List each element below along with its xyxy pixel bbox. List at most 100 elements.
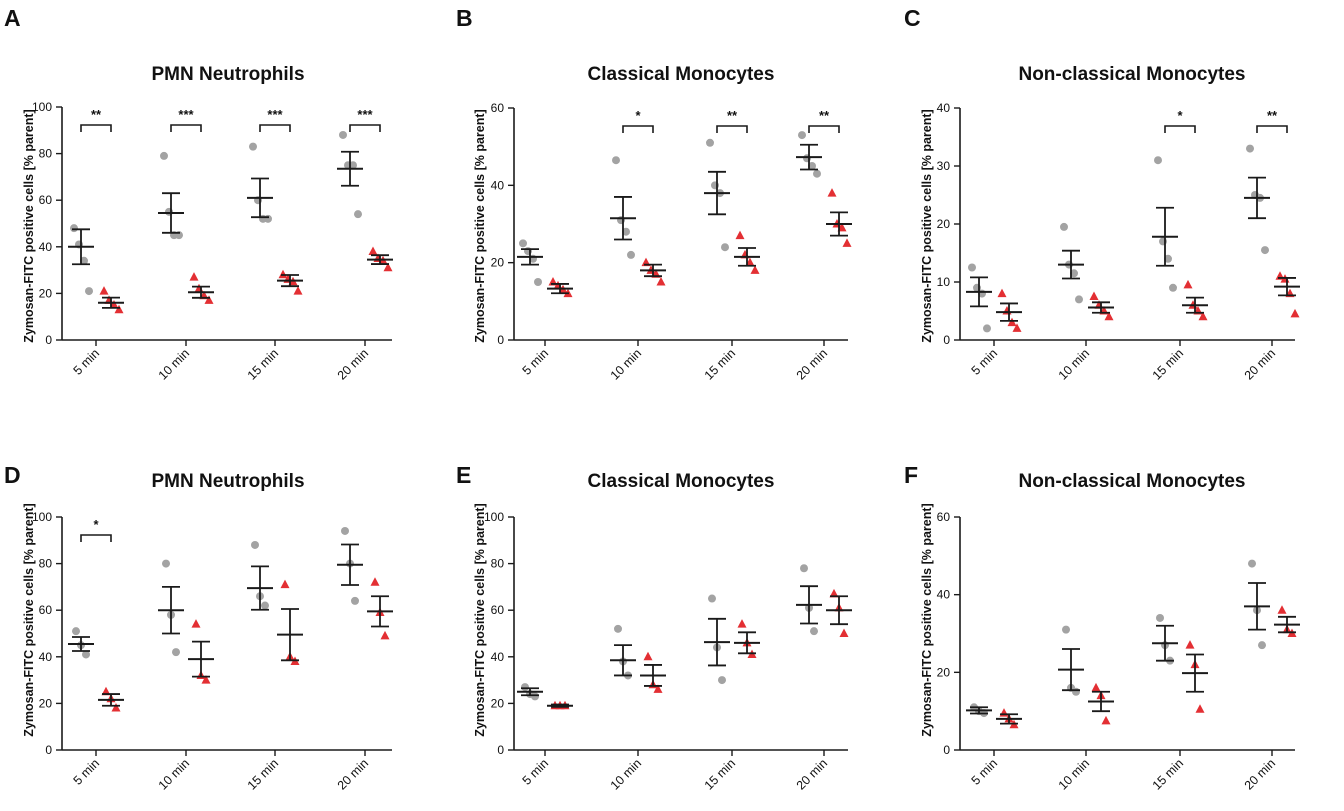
x-tick-label: 15 min [702,756,738,792]
data-point-circle [1062,625,1070,634]
significance-bracket [808,125,840,133]
data-point-triangle [1089,291,1099,300]
data-point-circle [614,624,622,633]
x-tick-label: 20 min [1242,756,1278,792]
data-point-circle [983,324,991,333]
data-point-triangle [101,686,111,696]
data-point-circle [1154,156,1162,165]
x-tick-label: 10 min [1056,756,1092,792]
y-tick-label: 40 [937,588,951,602]
data-point-circle [1246,144,1254,153]
x-tick-label: 5 min [969,346,1001,378]
x-tick-label: 5 min [520,756,552,788]
data-point-circle [627,250,635,259]
significance-label: ** [819,108,830,123]
y-tick-label: 40 [39,240,53,254]
significance-bracket [80,534,112,542]
data-point-triangle [735,230,745,240]
data-point-triangle [1277,605,1287,614]
data-point-triangle [737,619,747,628]
y-tick-label: 40 [491,650,505,664]
y-tick-label: 100 [484,510,504,524]
panel-letter: C [904,5,921,31]
x-tick-label: 15 min [1150,756,1186,792]
data-point-triangle [653,684,663,693]
y-tick-label: 20 [937,665,951,679]
data-point-triangle [278,269,288,279]
y-tick-label: 60 [491,603,505,617]
data-point-triangle [656,277,666,286]
data-point-triangle [1183,279,1193,289]
y-tick-label: 100 [32,510,52,524]
significance-label: ** [91,107,102,122]
x-tick-label: 10 min [608,756,644,792]
data-point-triangle [643,651,653,661]
x-tick-label: 10 min [156,756,192,792]
y-tick-label: 0 [943,743,950,757]
panel-letter: F [904,462,918,488]
y-tick-label: 10 [937,275,951,289]
panel-f: F Non-classical Monocytes Zymosan-FITC pos… [904,462,1300,793]
x-tick-label: 5 min [71,756,103,788]
data-point-triangle [842,238,852,247]
y-tick-label: 80 [491,557,505,571]
data-point-circle [341,526,349,535]
y-tick-label: 30 [937,159,951,173]
data-point-circle [1258,641,1266,650]
y-tick-label: 0 [497,333,504,347]
data-point-circle [519,239,527,248]
chart-title: Classical Monocytes [588,64,775,85]
data-point-triangle [293,286,303,295]
y-axis-label: Zymosan-FITC positive cells [% parent] [22,503,36,736]
x-tick-label: 15 min [245,756,281,792]
significance-label: *** [267,107,283,122]
y-axis-label: Zymosan-FITC positive cells [% parent] [920,503,934,736]
data-point-triangle [750,265,760,274]
data-point-circle [82,650,90,659]
y-tick-label: 0 [943,333,950,347]
data-point-circle [708,594,716,603]
y-tick-label: 20 [39,696,53,710]
x-tick-label: 5 min [969,756,1001,788]
data-point-triangle [189,272,199,281]
data-point-triangle [191,619,201,628]
panel-letter: E [456,462,471,488]
significance-label: * [635,108,641,123]
data-point-circle [1248,559,1256,568]
significance-bracket [622,125,654,133]
data-point-circle [1261,246,1269,255]
data-point-circle [70,224,78,233]
data-point-triangle [1290,308,1300,318]
significance-bracket [80,124,112,132]
data-point-circle [72,627,80,636]
chart-title: Classical Monocytes [588,471,775,492]
y-tick-label: 40 [937,101,951,115]
panel-b: B Classical Monocytes Zymosan-FITC positiv… [456,5,852,383]
data-point-triangle [829,588,839,598]
data-point-circle [1075,295,1083,304]
x-tick-label: 15 min [1150,346,1186,382]
panel-d: D PMN Neutrophils Zymosan-FITC positive ce… [4,462,393,793]
data-point-circle [1070,269,1078,278]
chart-title: Non-classical Monocytes [1018,64,1245,85]
x-tick-label: 10 min [608,346,644,382]
panel-a: A PMN Neutrophils Zymosan-FITC positive ce… [4,5,393,383]
y-tick-label: 20 [491,256,505,270]
y-tick-label: 80 [39,557,53,571]
data-point-triangle [99,286,109,295]
data-point-triangle [1012,323,1022,332]
data-point-circle [721,243,729,252]
data-point-circle [162,559,170,568]
data-point-triangle [1185,640,1195,649]
significance-label: ** [1267,108,1278,123]
y-tick-label: 0 [497,743,504,757]
data-point-circle [351,596,359,605]
data-point-circle [339,130,347,139]
y-tick-label: 60 [39,603,53,617]
data-point-circle [354,210,362,219]
y-tick-label: 20 [937,217,951,231]
data-point-triangle [1091,682,1101,692]
data-point-circle [1072,687,1080,696]
data-point-circle [80,256,88,265]
